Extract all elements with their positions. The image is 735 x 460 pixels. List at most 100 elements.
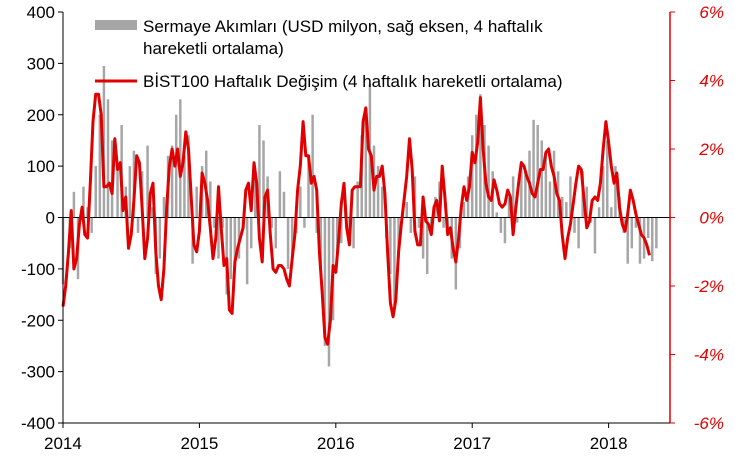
left-tick-label: -300 xyxy=(21,363,55,382)
x-tick-label: 2014 xyxy=(44,434,82,453)
left-tick-label: 100 xyxy=(27,157,55,176)
flow-bar xyxy=(209,181,212,218)
flow-bar xyxy=(548,181,552,218)
flow-bar xyxy=(94,166,97,218)
flow-bar xyxy=(319,217,323,269)
flow-bar xyxy=(270,217,273,228)
x-tick-label: 2015 xyxy=(180,434,218,453)
left-axis-ticks: 400 300 200 100 0 -100 -200 -300 -400 xyxy=(21,3,63,433)
flow-bar xyxy=(278,171,282,218)
x-tick-label: 2016 xyxy=(317,434,355,453)
flow-bar xyxy=(249,217,253,249)
flow-bar xyxy=(233,217,237,269)
flow-bar xyxy=(413,176,417,218)
flow-bar xyxy=(72,191,76,218)
flow-bar xyxy=(183,155,186,218)
flow-bar xyxy=(158,217,162,259)
flow-bar xyxy=(606,140,609,218)
legend-bar-label-line2: hareketli ortalama) xyxy=(143,39,284,58)
flow-bar xyxy=(544,155,548,218)
flow-bar xyxy=(405,202,408,218)
flow-bar xyxy=(290,217,294,259)
flow-bar xyxy=(417,217,421,228)
flow-bar xyxy=(311,114,314,218)
flow-bar xyxy=(315,217,318,233)
flow-bar xyxy=(307,155,310,218)
flow-bar xyxy=(593,217,597,254)
x-tick-label: 2018 xyxy=(590,434,628,453)
flow-bar xyxy=(364,114,368,218)
flow-bar xyxy=(179,99,182,218)
flow-bar xyxy=(511,176,515,218)
flow-bar xyxy=(532,119,535,218)
flow-bar xyxy=(340,217,343,244)
flow-bar xyxy=(150,207,153,218)
flow-bar xyxy=(425,217,429,275)
flow-bar xyxy=(335,217,339,259)
flow-bar xyxy=(560,196,564,218)
left-tick-label: 0 xyxy=(46,209,55,228)
x-axis-ticks: 2014 2015 2016 2017 2018 xyxy=(44,423,628,453)
right-tick-label: 6% xyxy=(699,3,724,22)
right-tick-label: -2% xyxy=(694,277,724,296)
flow-bar xyxy=(170,145,174,218)
flow-bar xyxy=(225,217,228,295)
right-tick-label: 2% xyxy=(698,140,724,159)
flow-bar xyxy=(651,217,654,262)
flow-bar xyxy=(393,217,396,305)
flow-bar xyxy=(128,166,132,218)
flow-bar xyxy=(655,217,658,249)
flow-bar xyxy=(569,176,572,218)
flow-bar xyxy=(274,217,278,249)
flow-bar xyxy=(299,186,302,218)
flow-bar xyxy=(352,217,355,249)
flow-bar xyxy=(221,217,224,228)
flow-bar xyxy=(462,202,466,218)
flow-bar xyxy=(195,186,198,218)
flow-bar xyxy=(421,217,425,259)
flow-bar xyxy=(565,202,568,218)
flow-bar xyxy=(409,217,413,233)
flow-bar xyxy=(470,135,474,218)
flow-bar xyxy=(597,207,601,218)
flow-bar xyxy=(303,217,306,228)
flow-bar xyxy=(162,196,166,218)
flow-bar xyxy=(356,181,359,218)
left-tick-label: -100 xyxy=(21,260,55,279)
flow-bar xyxy=(610,207,613,218)
flow-bar xyxy=(389,217,392,275)
flow-bar xyxy=(577,217,580,249)
flow-bar xyxy=(634,217,638,228)
flow-bar xyxy=(638,217,642,264)
flow-bar xyxy=(258,125,261,218)
flow-bar xyxy=(585,186,589,218)
flow-bar xyxy=(262,140,265,218)
flow-bar xyxy=(327,217,331,367)
flow-bar xyxy=(601,166,605,218)
flow-bar xyxy=(187,135,190,218)
flow-bar xyxy=(614,166,617,218)
flow-bar xyxy=(540,140,544,218)
x-tick-label: 2017 xyxy=(453,434,491,453)
flow-bar xyxy=(536,125,539,218)
flow-bar xyxy=(380,186,384,218)
flow-bar xyxy=(573,217,576,233)
left-tick-label: 300 xyxy=(27,54,55,73)
flow-bar xyxy=(217,217,220,259)
right-axis-ticks: 6% 4% 2% 0% -2% -4% -6% xyxy=(670,3,724,433)
flow-bar xyxy=(146,145,149,218)
flow-bar xyxy=(507,196,511,218)
flow-bar xyxy=(499,217,503,233)
flow-bar xyxy=(376,166,380,218)
legend-bar-label-line1: Sermaye Akımları (USD milyon, sağ eksen,… xyxy=(143,17,543,36)
flow-bar xyxy=(116,166,119,218)
flow-bar xyxy=(646,217,650,239)
flow-bar xyxy=(282,191,286,218)
flow-bar xyxy=(475,114,478,218)
flow-bar xyxy=(229,217,233,280)
flow-bar xyxy=(106,99,110,218)
right-tick-label: -6% xyxy=(694,414,724,433)
flow-bar xyxy=(323,217,327,346)
flow-bar xyxy=(524,171,527,218)
